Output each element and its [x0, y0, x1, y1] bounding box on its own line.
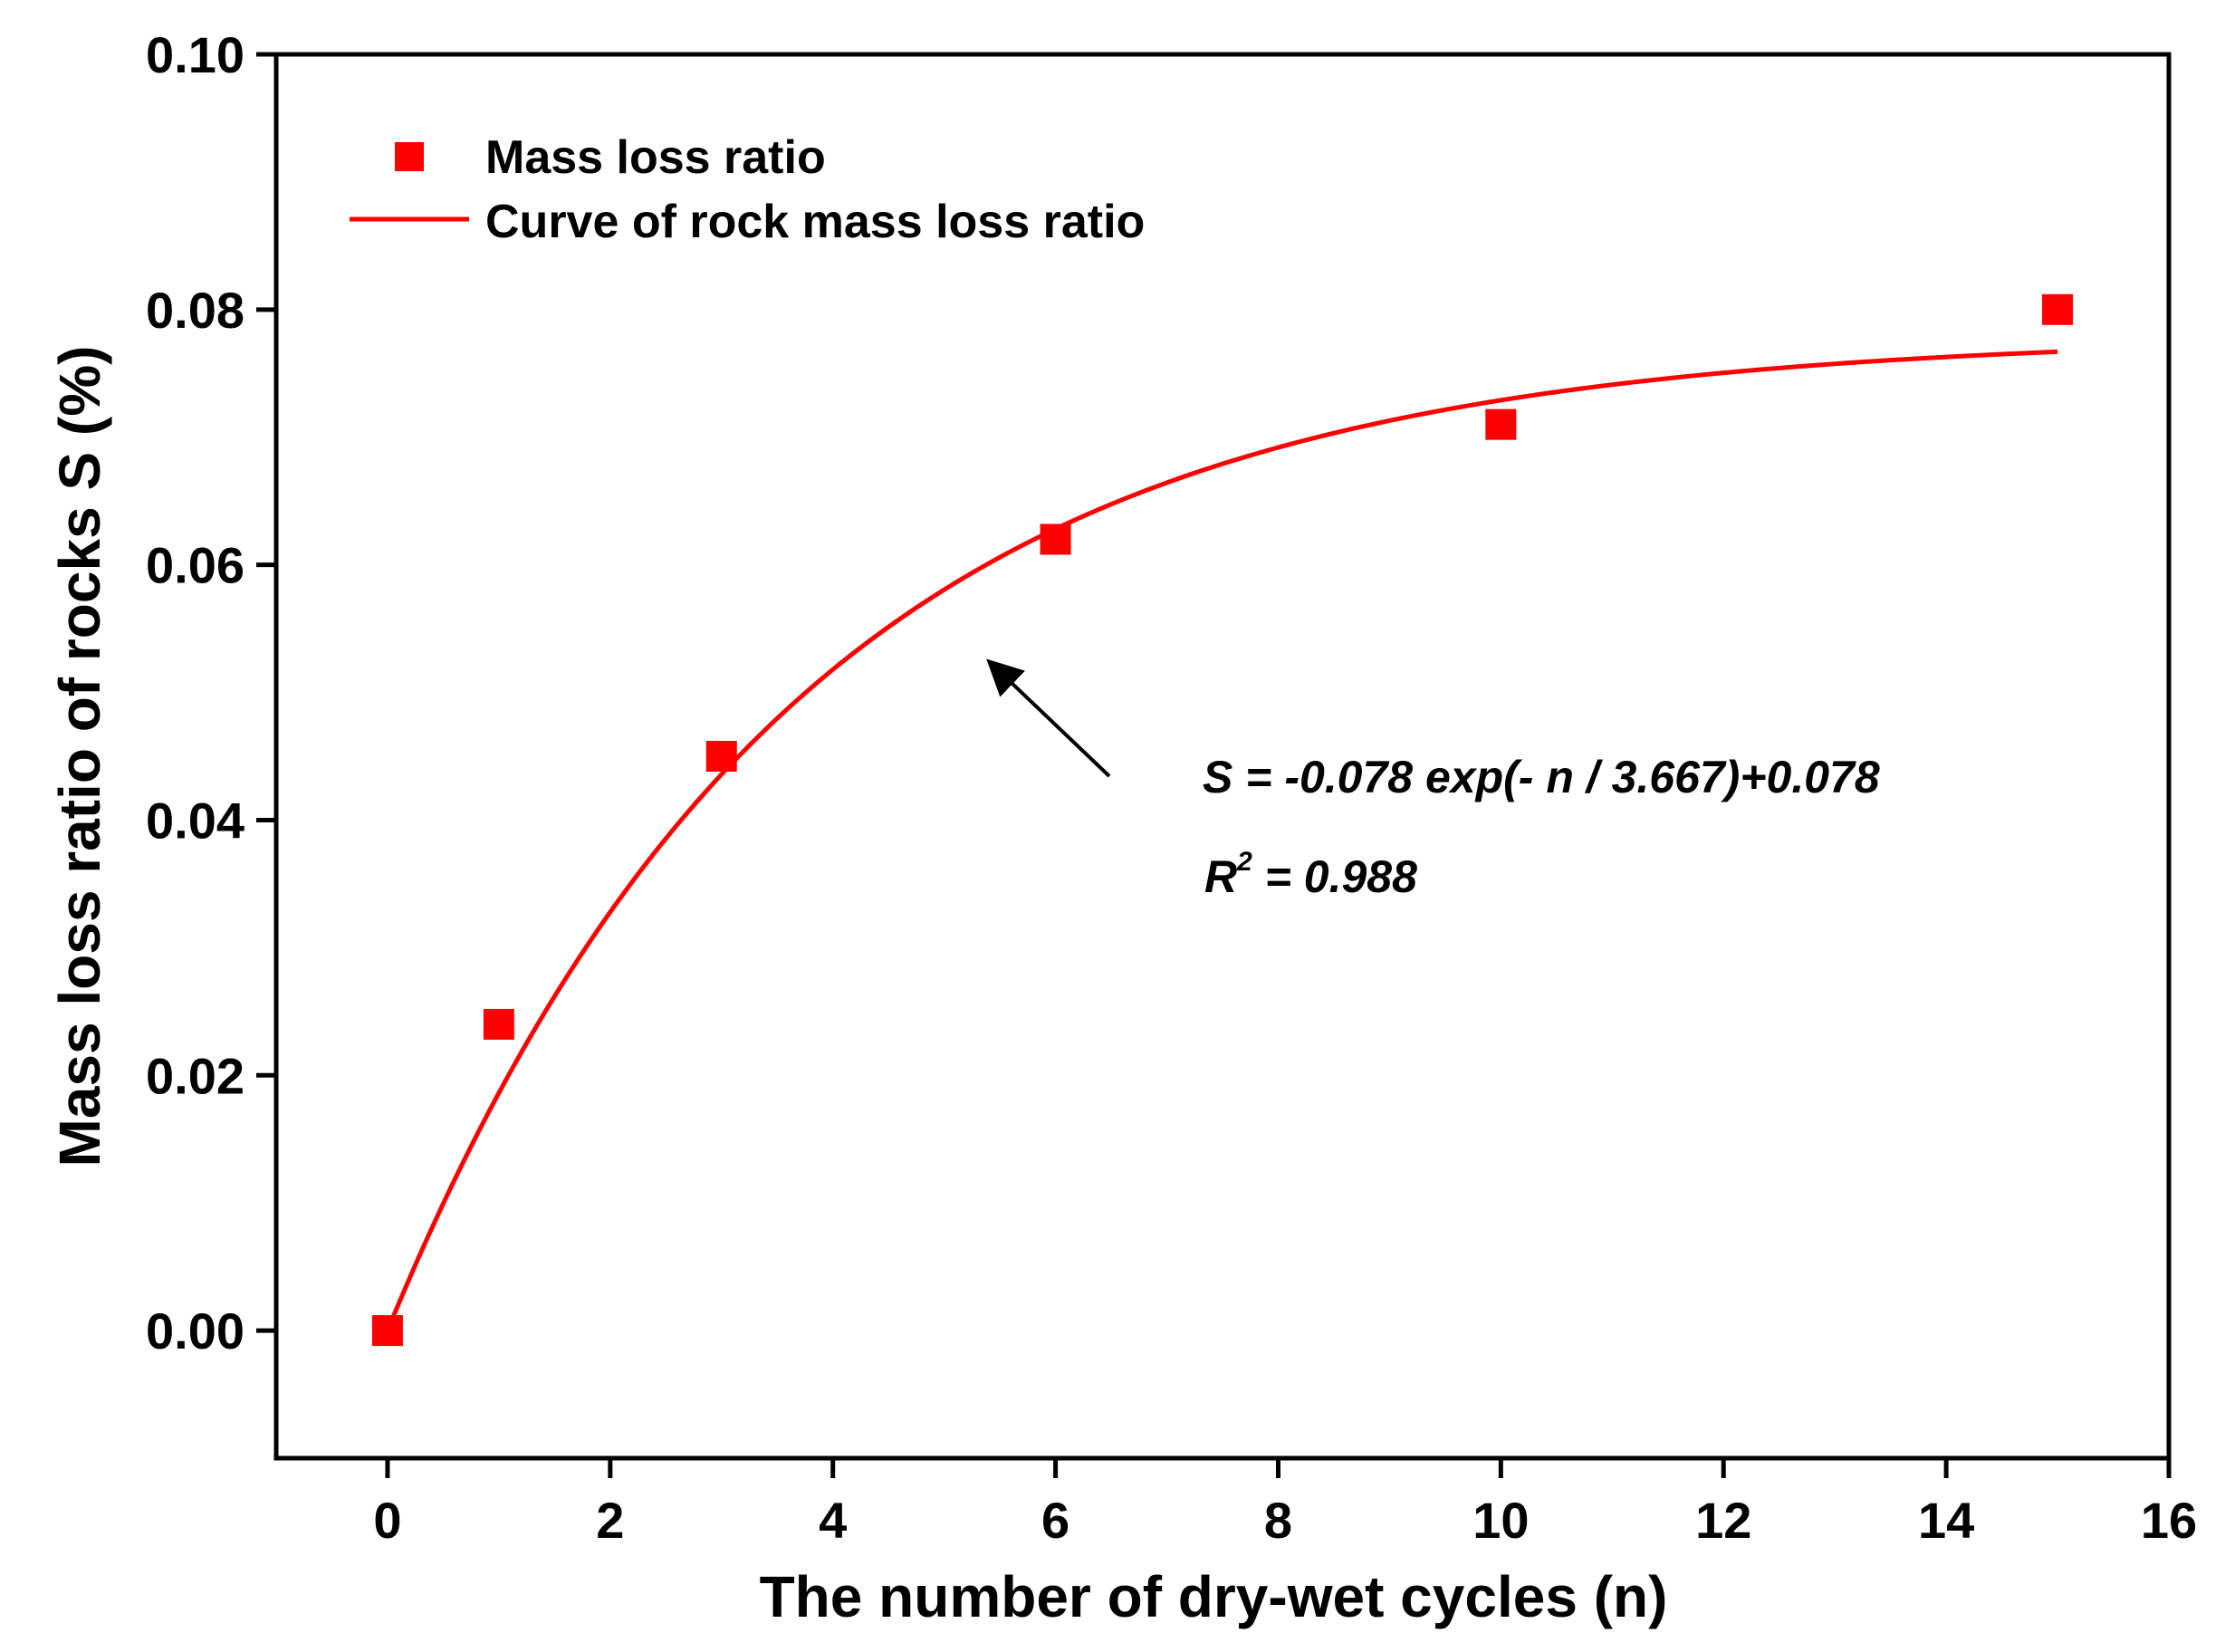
x-tick-label: 4: [819, 1492, 847, 1549]
x-tick-label: 2: [596, 1492, 624, 1549]
x-tick-label: 10: [1472, 1492, 1529, 1549]
x-tick-label: 0: [373, 1492, 401, 1549]
x-tick-label: 6: [1041, 1492, 1069, 1549]
data-point: [483, 1008, 514, 1040]
x-axis-title: The number of dry-wet cycles (n): [760, 1564, 1668, 1629]
legend-label-scatter: Mass loss ratio: [485, 131, 826, 184]
r-squared: R2 = 0.988: [1204, 847, 1417, 902]
y-tick-label: 0.10: [146, 26, 245, 83]
fit-equation: S = -0.078 exp(- n / 3.667)+0.078: [1203, 752, 1880, 802]
data-point: [371, 1315, 403, 1347]
y-tick-label: 0.00: [146, 1302, 245, 1359]
y-tick-label: 0.04: [146, 792, 245, 849]
x-tick-label: 16: [2141, 1492, 2197, 1549]
annotation-arrow: [986, 658, 1111, 778]
legend: Mass loss ratio Curve of rock mass loss …: [350, 131, 1145, 248]
y-tick-label: 0.06: [146, 537, 245, 594]
x-tick-label: 14: [1918, 1492, 1974, 1549]
data-point: [705, 741, 737, 772]
y-tick-label: 0.08: [146, 282, 245, 339]
ticks-layer: 0 2 4 6 8 10 12 14 16 0.00 0.02 0.04 0.06 0.08 0.10: [146, 26, 2197, 1549]
data-point: [1485, 408, 1517, 440]
data-point: [1040, 523, 1071, 555]
fit-annotation: S = -0.078 exp(- n / 3.667)+0.078 R2 = 0…: [986, 658, 1880, 902]
x-tick-label: 8: [1264, 1492, 1292, 1549]
legend-label-line: Curve of rock mass loss ratio: [485, 196, 1145, 248]
x-tick-label: 12: [1695, 1492, 1751, 1549]
fit-curve: [385, 349, 2058, 1332]
y-tick-label: 0.02: [146, 1047, 245, 1104]
y-axis-title: Mass loss ratio of rocks S (%): [47, 346, 112, 1167]
data-point: [2042, 293, 2074, 325]
series-layer: [371, 293, 2074, 1347]
plot-frame: [273, 52, 2172, 1461]
legend-marker-square: [395, 142, 424, 171]
